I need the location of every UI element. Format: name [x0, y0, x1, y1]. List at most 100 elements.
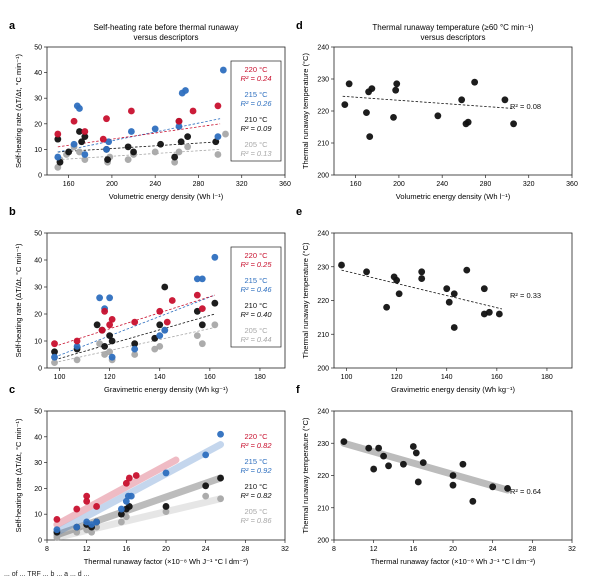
- data-point: [161, 326, 169, 334]
- x-tick-label: 320: [523, 181, 535, 188]
- x-tick-label: 360: [566, 181, 578, 188]
- data-point: [383, 303, 391, 311]
- legend-label: 205 °C: [244, 326, 268, 335]
- x-tick-label: 240: [149, 181, 161, 188]
- data-point: [122, 497, 130, 505]
- data-point: [156, 332, 164, 339]
- x-tick-label: 8: [45, 546, 49, 553]
- panel-f: f 8 12 16 20 24 28 32 200 210 220 230 240 Thermal run…: [296, 384, 576, 566]
- data-point: [480, 285, 488, 293]
- x-tick-label: 320: [236, 181, 248, 188]
- data-point: [161, 283, 169, 291]
- fit-band: [53, 441, 225, 536]
- data-point: [459, 460, 467, 468]
- data-point: [463, 266, 471, 274]
- data-point: [103, 146, 110, 153]
- r2-annotation: R² = 0.64: [510, 487, 541, 496]
- panel-d: d Thermal runaway temperature (≥60 °C min…: [296, 20, 578, 201]
- data-point: [211, 299, 219, 307]
- x-tick-label: 32: [568, 546, 576, 553]
- legend-r2: R² = 0.26: [240, 99, 272, 108]
- data-point: [340, 438, 348, 446]
- data-point: [101, 307, 109, 315]
- y-tick-label: 210: [317, 505, 329, 512]
- data-point: [418, 275, 426, 282]
- data-point: [392, 86, 400, 94]
- data-point: [222, 130, 229, 138]
- data-point: [106, 294, 114, 302]
- data-point: [495, 310, 503, 318]
- data-point: [103, 115, 110, 123]
- panel-letter: c: [9, 384, 15, 396]
- legend-r2: R² = 0.92: [240, 466, 272, 475]
- y-tick-label: 240: [317, 409, 329, 416]
- y-tick-label: 200: [317, 366, 329, 373]
- y-tick-label: 10: [34, 339, 42, 346]
- data-point: [414, 478, 422, 486]
- legend-r2: R² = 0.46: [240, 285, 272, 294]
- data-point: [395, 290, 403, 298]
- data-point: [214, 133, 222, 141]
- data-point: [471, 78, 479, 86]
- legend-r2: R² = 0.82: [240, 491, 272, 500]
- y-tick-label: 0: [38, 538, 42, 545]
- legend-r2: R² = 0.09: [240, 124, 272, 133]
- data-point: [212, 138, 220, 146]
- legend-label: 220 °C: [244, 251, 268, 260]
- data-point: [198, 340, 206, 348]
- x-axis-label: Thermal runaway factor (×10⁻⁸ Wh J⁻¹ °C …: [84, 557, 249, 566]
- x-tick-label: 32: [281, 546, 289, 553]
- data-point: [78, 138, 86, 146]
- x-tick-label: 100: [54, 374, 66, 381]
- legend-r2: R² = 0.24: [240, 74, 271, 83]
- data-point: [122, 479, 130, 487]
- y-tick-label: 50: [34, 409, 42, 416]
- legend-label: 220 °C: [244, 65, 268, 74]
- y-tick-label: 10: [34, 147, 42, 154]
- x-tick-label: 240: [436, 181, 448, 188]
- x-tick-label: 280: [480, 181, 492, 188]
- x-tick-label: 200: [106, 181, 118, 188]
- legend-label: 210 °C: [244, 482, 268, 491]
- legend-r2: R² = 0.40: [240, 310, 272, 319]
- data-point: [81, 133, 89, 141]
- data-point: [51, 340, 58, 348]
- data-point: [338, 261, 345, 269]
- data-point: [93, 503, 100, 510]
- data-point: [54, 153, 62, 161]
- data-point: [418, 268, 426, 276]
- y-tick-label: 40: [34, 258, 42, 265]
- x-tick-label: 280: [193, 181, 205, 188]
- data-point: [341, 101, 349, 108]
- data-point: [193, 275, 201, 283]
- data-point: [73, 337, 81, 345]
- data-point: [106, 348, 114, 356]
- data-point: [445, 298, 453, 306]
- data-point: [151, 345, 159, 353]
- data-point: [73, 528, 81, 536]
- data-point: [412, 449, 420, 457]
- data-point: [124, 143, 132, 151]
- data-point: [217, 495, 224, 503]
- fit-band: [53, 456, 180, 529]
- data-point: [214, 102, 222, 110]
- x-tick-label: 12: [370, 546, 378, 553]
- y-axis-label: Self-heating rate (ΔT/Δt, °C min⁻¹): [14, 418, 23, 533]
- data-point: [73, 343, 81, 350]
- y-tick-label: 20: [34, 486, 42, 493]
- data-point: [81, 156, 89, 164]
- fit-line: [54, 313, 215, 361]
- data-point: [175, 148, 183, 156]
- data-point: [99, 135, 107, 143]
- x-tick-label: 16: [122, 546, 130, 553]
- y-tick-label: 240: [317, 45, 329, 52]
- data-point: [108, 316, 116, 323]
- legend-box: [230, 60, 282, 162]
- data-point: [193, 332, 201, 339]
- y-tick-label: 0: [38, 366, 42, 373]
- legend-r2: R² = 0.13: [240, 149, 272, 158]
- data-point: [88, 528, 96, 536]
- data-point: [409, 443, 417, 450]
- x-tick-label: 8: [332, 546, 336, 553]
